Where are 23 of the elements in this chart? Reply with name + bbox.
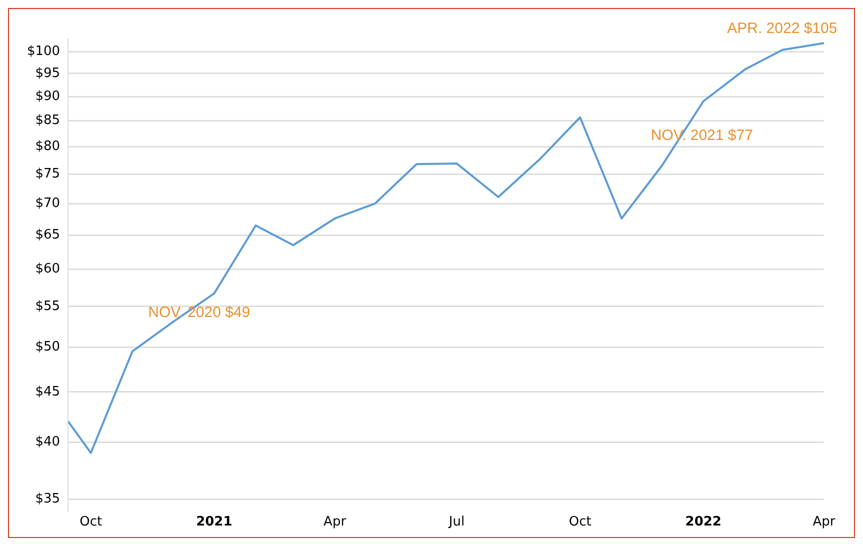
- y-tick-label: $60: [35, 262, 60, 277]
- y-tick-label: $75: [35, 166, 60, 182]
- y-tick-label: $90: [35, 88, 60, 104]
- y-tick-label: $95: [35, 66, 60, 81]
- y-tick-label: $35: [35, 491, 60, 506]
- y-tick-label: $100: [26, 44, 60, 59]
- y-tick-label: $55: [35, 298, 60, 314]
- y-tick-label: $45: [35, 384, 60, 400]
- x-tick-label: Apr: [812, 514, 836, 530]
- y-tick-label: $80: [35, 139, 60, 154]
- y-tick-label: $50: [35, 339, 60, 354]
- x-tick-label: Oct: [80, 514, 102, 530]
- x-tick-label: 2021: [196, 514, 232, 530]
- x-tick-label: Apr: [324, 514, 347, 530]
- x-tick-label: Jul: [448, 514, 465, 530]
- x-tick-label: 2022: [685, 514, 722, 530]
- y-tick-label: $70: [35, 196, 60, 211]
- annotation: NOV. 2020 $49: [148, 304, 250, 321]
- text: APR. 2022 $105: [727, 20, 838, 37]
- y-tick-label: $85: [35, 113, 60, 128]
- y-tick-label: $65: [35, 228, 60, 243]
- x-tick-label: Oct: [568, 514, 592, 530]
- y-tick-label: $40: [35, 434, 60, 450]
